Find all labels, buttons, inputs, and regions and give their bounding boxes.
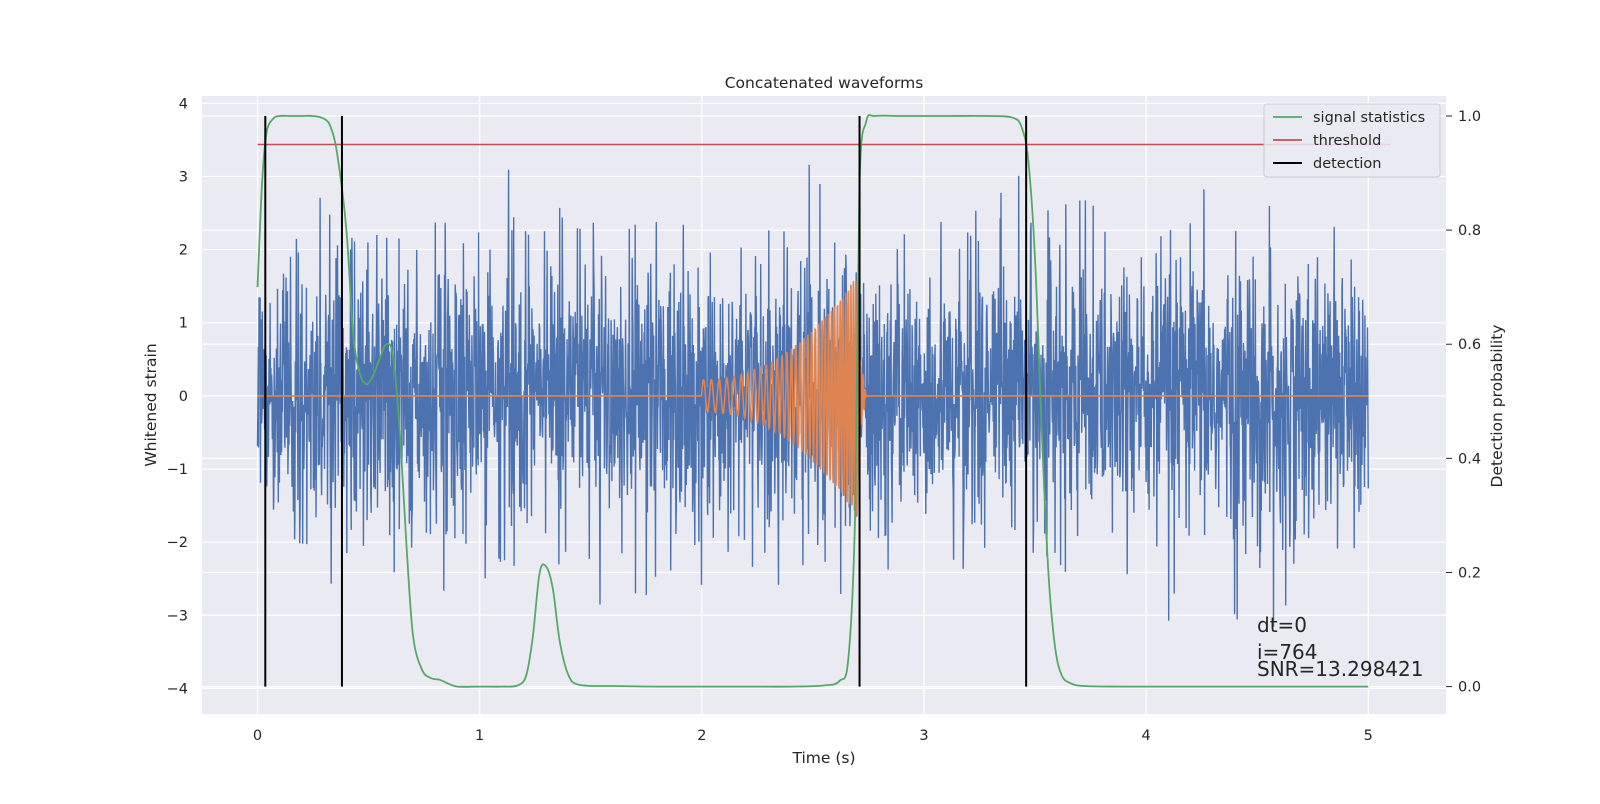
- y2-tick-label: 1.0: [1458, 109, 1481, 125]
- legend-frame: [1263, 103, 1441, 178]
- x-tick-label: 2: [697, 728, 706, 744]
- annotation-snr: SNR=13.298421: [1257, 657, 1423, 681]
- y-tick-label: −2: [167, 535, 188, 551]
- x-axis-label: Time (s): [791, 749, 855, 767]
- template-chirp-line: [257, 275, 1369, 517]
- x-tick-label: 0: [253, 728, 262, 744]
- y2-tick-label: 0.2: [1458, 565, 1481, 581]
- y2-axis-label: Detection probability: [1488, 325, 1506, 488]
- y-tick-label: −1: [167, 462, 188, 478]
- y2-tick-label: 0.4: [1458, 451, 1481, 467]
- x-tick-label: 4: [1141, 728, 1150, 744]
- annotation-dt: dt=0: [1257, 613, 1307, 637]
- y-tick-label: −3: [167, 608, 188, 624]
- y-tick-label: 2: [179, 243, 188, 259]
- annotation-box: dt=0 i=764 SNR=13.298421: [1257, 613, 1423, 681]
- signal-statistics-line: [256, 114, 1369, 688]
- data-layer: [256, 114, 1391, 688]
- y2-tick-label: 0.6: [1458, 337, 1481, 353]
- y-tick-label: 1: [179, 316, 188, 332]
- y2-tick-label: 0.8: [1458, 223, 1481, 239]
- legend-label-detection: detection: [1313, 156, 1381, 172]
- y2-tick-label: 0.0: [1458, 680, 1481, 696]
- y-tick-label: 0: [179, 389, 188, 405]
- x-tick-label: 5: [1364, 728, 1373, 744]
- y-tick-label: 3: [179, 169, 188, 185]
- x-tick-label: 1: [475, 728, 484, 744]
- legend: signal statistics threshold detection: [1263, 103, 1441, 178]
- x-tick-label: 3: [919, 728, 928, 744]
- annotation-index: i=764: [1257, 640, 1318, 664]
- y-tick-label: 4: [179, 96, 188, 112]
- chart-title: Concatenated waveforms: [725, 74, 924, 92]
- y-axis-label: Whitened strain: [142, 343, 160, 466]
- legend-label-threshold: threshold: [1313, 133, 1381, 149]
- axes-layer: 0 1 2 3 4 5 −4 −3 −2 −1 0 1 2 3 4 0.0 0.2 0.4 0.6 0.8 1.0: [167, 96, 1481, 744]
- legend-label-signal-statistics: signal statistics: [1313, 110, 1425, 126]
- y-tick-label: −4: [167, 681, 188, 697]
